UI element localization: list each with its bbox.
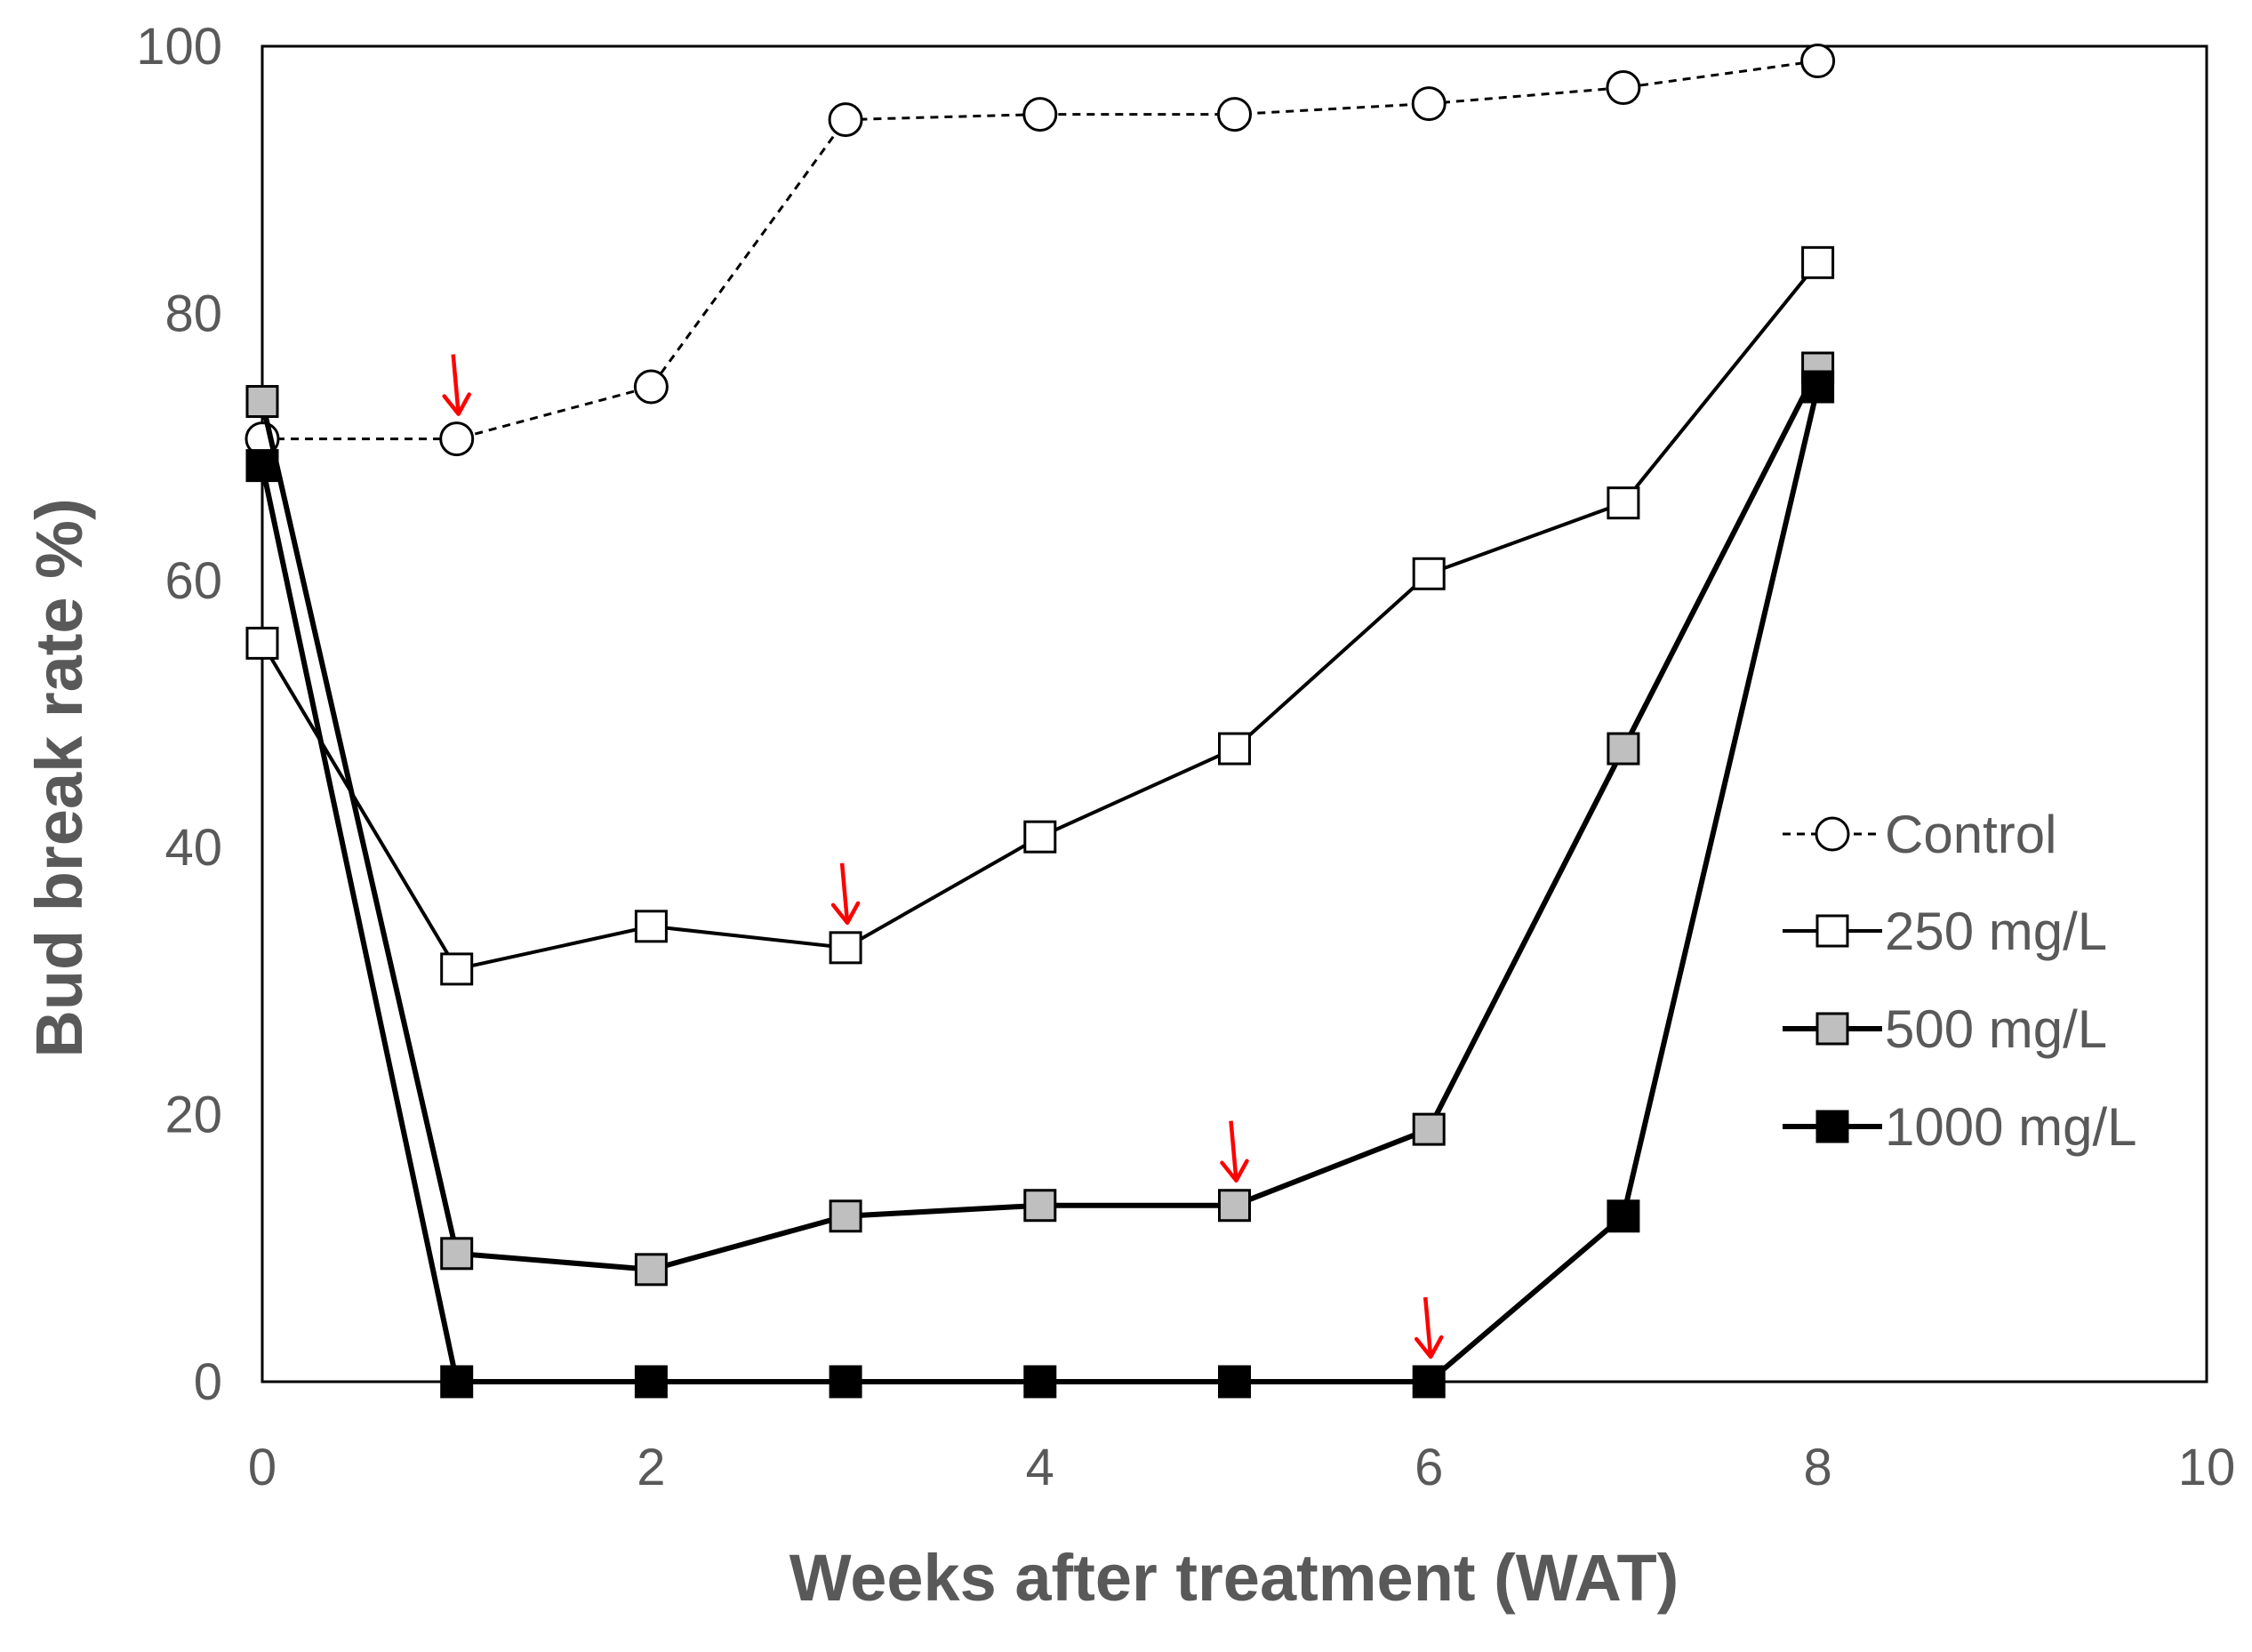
legend-label: Control <box>1885 805 2056 864</box>
data-point <box>1412 1365 1446 1399</box>
data-point <box>1607 732 1640 766</box>
y-tick-label: 80 <box>164 285 222 342</box>
data-point <box>634 1253 668 1287</box>
data-point <box>1800 44 1836 79</box>
data-point <box>440 1237 474 1271</box>
legend-marker <box>1815 816 1850 852</box>
data-point <box>1801 370 1835 404</box>
data-point <box>1218 732 1251 766</box>
arrow-head <box>442 392 471 416</box>
legend-label: 1000 mg/L <box>1885 1097 2137 1157</box>
red-arrow-annotation <box>1220 1120 1249 1183</box>
data-point <box>440 952 474 986</box>
data-point <box>1412 557 1446 590</box>
data-point <box>829 1365 862 1399</box>
legend-label: 500 mg/L <box>1885 999 2107 1059</box>
data-point <box>634 910 668 943</box>
x-tick-label: 2 <box>637 1439 665 1496</box>
series-line <box>262 60 1818 441</box>
arrow-shaft <box>1229 1120 1238 1181</box>
x-tick-label: 4 <box>1026 1439 1054 1496</box>
arrow-shaft <box>1423 1296 1433 1358</box>
data-point <box>633 369 669 405</box>
data-point <box>634 1365 668 1399</box>
y-tick-label: 0 <box>194 1353 222 1411</box>
series-250-mg-l <box>245 245 1835 986</box>
arrow-shaft <box>839 862 850 924</box>
legend: Control 250 mg/L 500 mg/L 1000 mg/L <box>1783 805 2137 1157</box>
data-point <box>1606 70 1641 106</box>
legend-label: 250 mg/L <box>1885 902 2107 961</box>
x-tick-label: 0 <box>248 1439 276 1496</box>
data-point <box>1218 1189 1251 1223</box>
data-point <box>1023 1365 1057 1399</box>
x-tick-label: 8 <box>1803 1439 1831 1496</box>
series-control <box>244 44 1836 457</box>
arrow-shaft <box>451 354 461 414</box>
y-tick-label: 100 <box>136 18 222 76</box>
legend-item: 500 mg/L <box>1783 999 2107 1059</box>
y-tick-label: 20 <box>164 1087 222 1144</box>
series-1000-mg-l <box>245 370 1835 1399</box>
data-point <box>439 421 475 457</box>
data-point <box>828 102 863 138</box>
x-tick-label: 6 <box>1415 1439 1443 1496</box>
legend-item: Control <box>1783 805 2056 864</box>
data-point <box>1023 1189 1057 1223</box>
data-point <box>245 385 279 419</box>
data-point <box>829 931 862 965</box>
data-point <box>1218 1365 1251 1399</box>
red-arrow-annotation <box>1414 1296 1444 1359</box>
data-point <box>440 1365 474 1399</box>
data-point <box>1411 86 1447 122</box>
data-point <box>1217 97 1252 132</box>
y-tick-label: 40 <box>164 819 222 877</box>
data-point <box>1607 486 1640 520</box>
data-point <box>1801 245 1835 279</box>
arrow-head <box>1414 1335 1444 1359</box>
data-point <box>1023 820 1057 854</box>
x-axis-title: Weeks after treatment (WAT) <box>789 1541 1679 1615</box>
data-point <box>1412 1112 1446 1146</box>
data-point <box>245 626 279 660</box>
x-tick-label: 10 <box>2178 1439 2236 1496</box>
legend-marker <box>1815 914 1849 948</box>
series-500-mg-l <box>245 351 1835 1287</box>
data-point <box>1607 1199 1640 1233</box>
red-arrow-annotation <box>442 354 471 416</box>
arrow-head <box>830 901 861 926</box>
red-arrow-annotation <box>830 862 861 926</box>
legend-marker <box>1815 1110 1849 1143</box>
legend-marker <box>1815 1012 1849 1046</box>
arrow-head <box>1220 1159 1249 1183</box>
data-point <box>245 449 279 483</box>
legend-item: 1000 mg/L <box>1783 1097 2137 1157</box>
data-point <box>1022 97 1058 132</box>
data-point <box>829 1199 862 1233</box>
legend-item: 250 mg/L <box>1783 902 2107 961</box>
y-tick-label: 60 <box>164 552 222 610</box>
y-axis-title: Bud break rate %) <box>22 498 96 1057</box>
